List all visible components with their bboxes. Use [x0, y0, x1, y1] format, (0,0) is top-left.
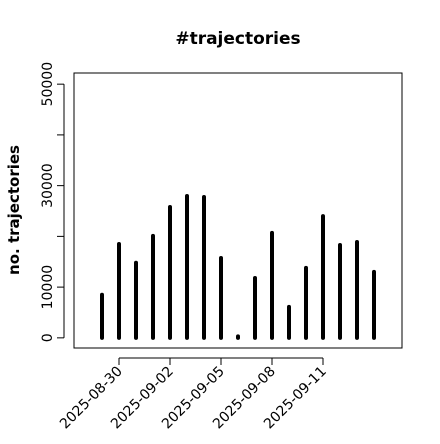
y-axis-label: no. trajectories	[5, 145, 23, 275]
y-tick-label: 30000	[40, 163, 56, 208]
y-tick-label: 0	[40, 333, 56, 342]
y-tick-label: 10000	[40, 265, 56, 310]
y-tick-label: 50000	[40, 62, 56, 107]
chart-title: #trajectories	[175, 29, 300, 49]
plot-box	[73, 72, 403, 349]
